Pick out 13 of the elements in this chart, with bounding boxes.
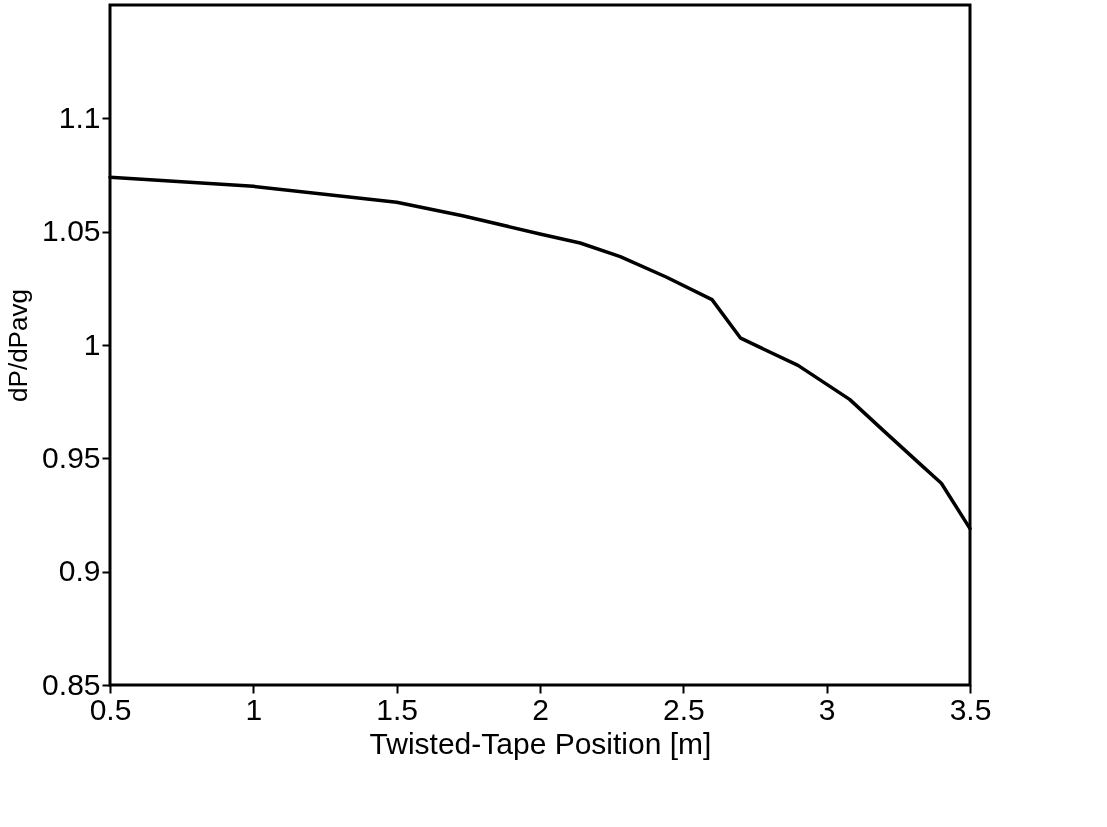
y-tick-label: 1.1	[58, 100, 101, 134]
y-tick-label: 1.05	[42, 214, 101, 248]
x-tick-label: 2	[532, 692, 549, 726]
y-tick-label: 1	[83, 327, 101, 361]
x-tick-label: 3	[818, 692, 836, 726]
x-tick-label: 1.5	[376, 692, 419, 726]
x-tick-label: 2.5	[662, 692, 705, 726]
y-tick-label: 0.95	[42, 440, 101, 474]
y-axis-title: dP/dPavg	[3, 289, 34, 402]
y-tick-label: 0.9	[58, 554, 101, 588]
x-tick-label: 1	[245, 692, 263, 726]
x-axis-title: Twisted-Tape Position [m]	[369, 726, 712, 760]
x-tick-label: 3.5	[949, 692, 992, 726]
